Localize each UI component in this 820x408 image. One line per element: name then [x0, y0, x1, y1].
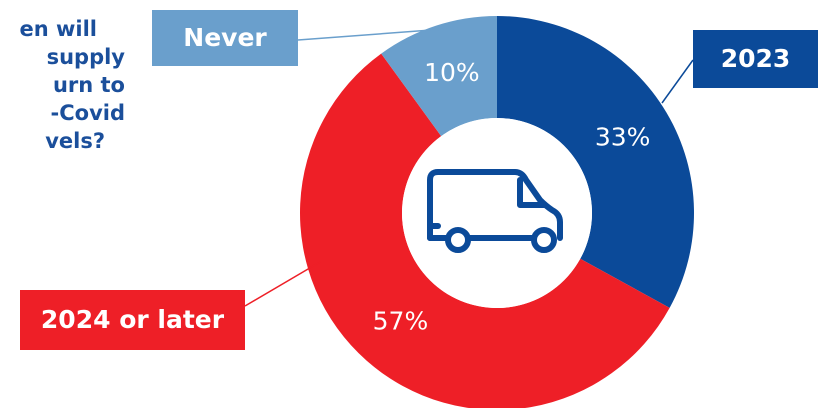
- category-box: [152, 10, 298, 66]
- title-line: vels?: [45, 129, 105, 153]
- donut-segment: [497, 16, 694, 308]
- category-label: 2024 or later: [41, 305, 225, 334]
- value-label: 10%: [424, 58, 480, 87]
- leader-line: [661, 59, 694, 104]
- title-line: en will: [20, 17, 98, 41]
- donut-segment: [299, 53, 670, 408]
- title: en will supply urn to -Covid vels?: [20, 17, 126, 153]
- title-line: -Covid: [51, 101, 125, 125]
- leader-line: [297, 27, 459, 41]
- van-icon: [427, 169, 563, 253]
- leader-line: [244, 261, 321, 307]
- category-label: 2023: [721, 44, 791, 73]
- value-label: 33%: [595, 123, 651, 152]
- donut-segment: [381, 16, 497, 137]
- category-label: Never: [183, 23, 267, 52]
- title-line: urn to: [53, 73, 125, 97]
- title-line: supply: [47, 45, 126, 69]
- category-box: [693, 30, 818, 88]
- category-box: [20, 290, 245, 350]
- value-label: 57%: [373, 307, 429, 336]
- donut-hole: [402, 118, 592, 308]
- labels: 33% 2023 57% 2024 or later 10% Never: [20, 10, 818, 350]
- donut: [299, 16, 694, 408]
